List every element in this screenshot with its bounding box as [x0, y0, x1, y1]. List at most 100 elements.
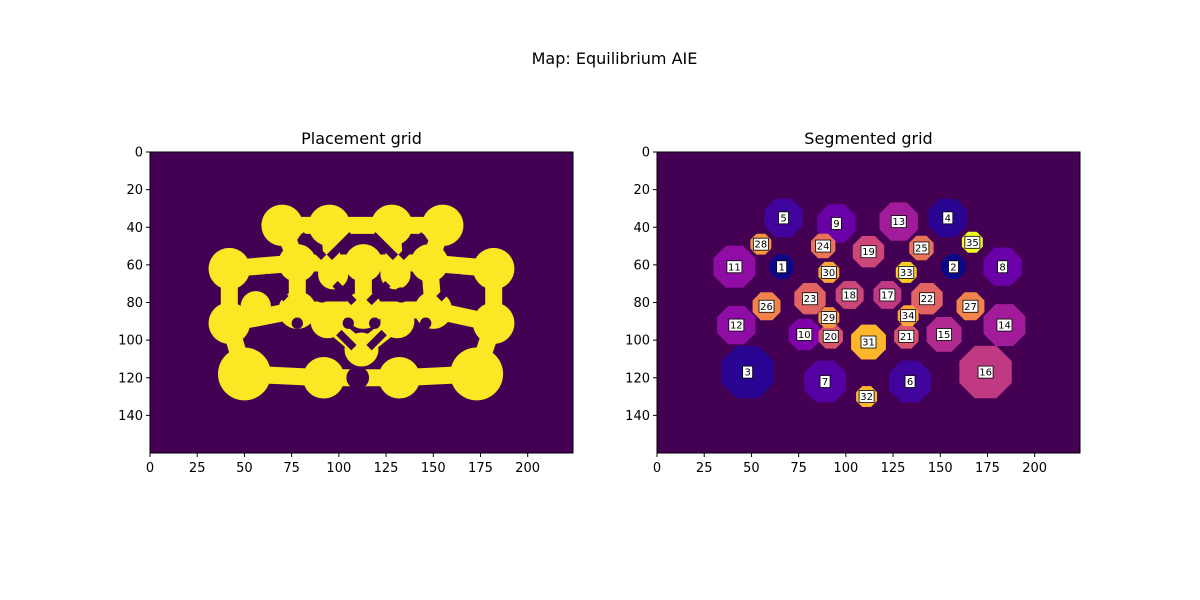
region-label: 9	[833, 219, 839, 230]
region-label: 12	[730, 321, 743, 332]
region-label: 11	[728, 262, 741, 273]
region-label: 13	[892, 217, 905, 228]
y-tick-label: 20	[633, 183, 650, 198]
region-label: 23	[804, 294, 817, 305]
region-label-box	[822, 329, 839, 343]
region-label: 21	[900, 332, 913, 343]
region-label-box	[728, 318, 745, 332]
region-label: 25	[915, 243, 928, 254]
region-label-box	[948, 260, 959, 274]
region-label: 14	[998, 321, 1011, 332]
region-label: 28	[754, 240, 767, 251]
region-label: 19	[862, 247, 875, 258]
x-tick-label: 75	[283, 461, 300, 476]
segmented-grid-y-ticks: 0 20 40 60 80 100 120 140	[625, 146, 657, 424]
segmented-grid-title: Segmented grid	[804, 129, 932, 148]
segmented-grid-panel: Segmented grid 1 234567891011121314151617…	[625, 129, 1081, 476]
region-label-box	[820, 311, 837, 324]
region-label: 3	[744, 368, 750, 379]
y-tick-label: 40	[126, 221, 143, 236]
placement-grid-title: Placement grid	[301, 129, 422, 148]
x-tick-label: 50	[236, 461, 253, 476]
region-label-box	[962, 299, 979, 313]
region-label: 31	[862, 338, 875, 349]
region-label-box	[815, 239, 832, 253]
region-label: 22	[921, 294, 934, 305]
region-label-box	[778, 211, 789, 225]
region-label: 5	[780, 213, 786, 224]
region-label: 7	[822, 377, 828, 388]
region-label-box	[964, 235, 981, 249]
region-label-box	[900, 309, 917, 323]
region-label-box	[904, 375, 916, 388]
region-label-box	[898, 329, 915, 343]
region-label-box	[841, 288, 858, 302]
region-label-box	[879, 288, 896, 302]
region-label-box	[796, 328, 813, 341]
region-label-box	[942, 211, 954, 225]
region-label-box	[913, 241, 930, 255]
x-tick-label: 75	[790, 461, 807, 476]
x-tick-label: 200	[515, 461, 540, 476]
segmented-grid-background	[657, 152, 1080, 453]
y-tick-label: 100	[118, 334, 143, 349]
y-tick-label: 20	[126, 183, 143, 198]
placement-grid-panel: Placement grid 0 25 50 75 100 125 150 175 200 0 2…	[118, 129, 574, 476]
region-label-box	[726, 260, 743, 274]
x-tick-label: 150	[421, 461, 446, 476]
region-label-box	[819, 375, 831, 388]
x-tick-label: 125	[374, 461, 399, 476]
region-label-box	[820, 265, 837, 279]
region-label-box	[936, 328, 952, 341]
x-tick-label: 100	[833, 461, 858, 476]
y-tick-label: 0	[642, 146, 650, 161]
region-label: 10	[798, 330, 811, 341]
region-label: 6	[907, 377, 913, 388]
y-tick-label: 140	[118, 409, 143, 424]
y-tick-label: 60	[633, 258, 650, 273]
y-tick-label: 40	[633, 221, 650, 236]
x-tick-label: 0	[146, 461, 154, 476]
region-label-box	[919, 292, 935, 306]
region-label: 32	[860, 392, 873, 403]
x-tick-label: 200	[1022, 461, 1047, 476]
region-label: 15	[938, 330, 951, 341]
region-label-box	[776, 260, 788, 274]
region-label: 33	[900, 268, 913, 279]
placement-grid-x-ticks: 0 25 50 75 100 125 150 175 200	[146, 453, 540, 476]
region-label: 4	[945, 213, 951, 224]
region-label: 35	[966, 238, 979, 249]
x-tick-label: 50	[743, 461, 760, 476]
region-label: 34	[902, 311, 915, 322]
region-label: 27	[964, 302, 977, 313]
y-tick-label: 140	[625, 409, 650, 424]
region-label-box	[977, 365, 994, 379]
y-tick-label: 120	[625, 371, 650, 386]
region-label-box	[898, 265, 915, 279]
region-label: 29	[822, 313, 835, 324]
x-tick-label: 150	[928, 461, 953, 476]
y-tick-label: 60	[126, 258, 143, 273]
x-tick-label: 175	[975, 461, 1000, 476]
region-label: 17	[881, 290, 894, 301]
x-tick-label: 25	[189, 461, 206, 476]
region-label-box	[860, 245, 877, 259]
x-tick-label: 25	[696, 461, 713, 476]
region-label: 20	[824, 332, 837, 343]
region-label-box	[830, 217, 842, 230]
x-tick-label: 100	[326, 461, 351, 476]
y-tick-label: 100	[625, 334, 650, 349]
region-label: 8	[999, 262, 1005, 273]
region-label-box	[996, 318, 1013, 332]
segmented-grid-x-ticks: 0 25 50 75 100 125 150 175 200	[653, 453, 1047, 476]
x-tick-label: 0	[653, 461, 661, 476]
region-label-box	[860, 335, 877, 349]
y-tick-label: 0	[135, 146, 143, 161]
region-label-box	[858, 390, 875, 403]
y-tick-label: 80	[633, 296, 650, 311]
region-label: 18	[843, 290, 856, 301]
region-label-box	[752, 237, 769, 251]
region-label-box	[997, 260, 1008, 274]
region-label: 24	[817, 242, 830, 253]
